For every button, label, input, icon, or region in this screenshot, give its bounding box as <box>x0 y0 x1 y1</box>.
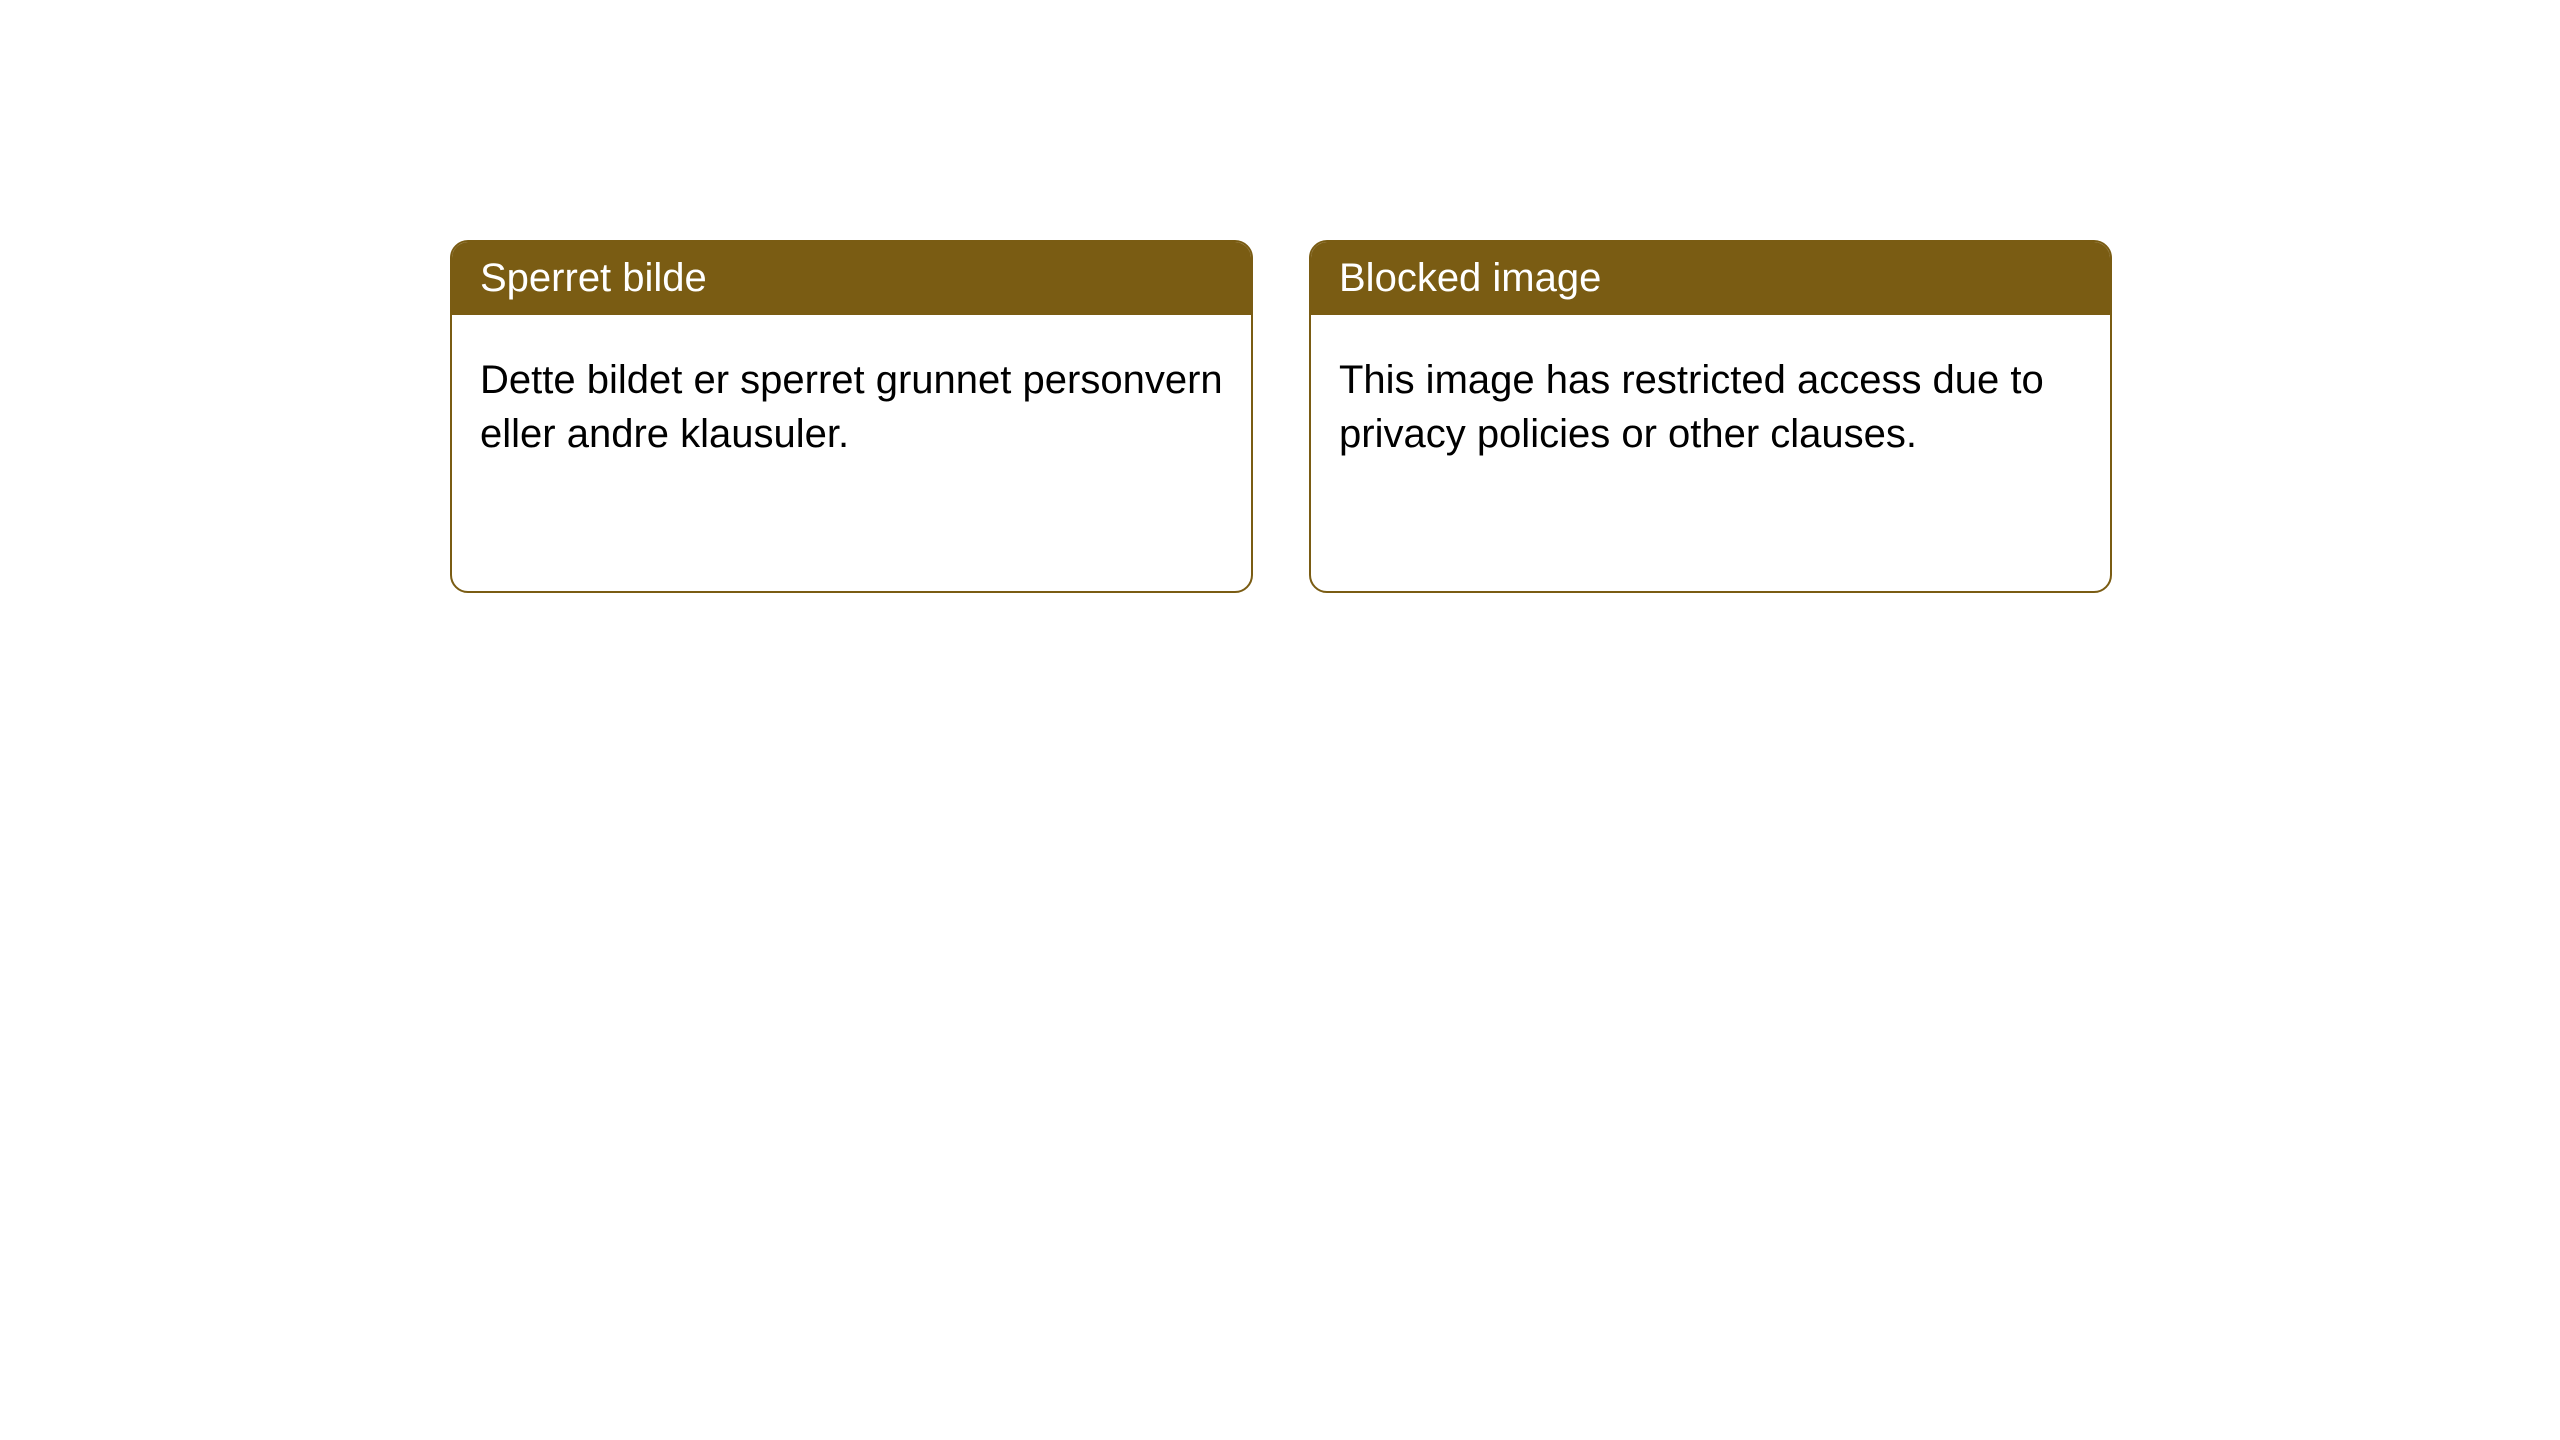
blocked-image-card-no: Sperret bilde Dette bildet er sperret gr… <box>450 240 1253 593</box>
card-body: Dette bildet er sperret grunnet personve… <box>452 315 1251 591</box>
cards-container: Sperret bilde Dette bildet er sperret gr… <box>450 240 2560 593</box>
card-title: Blocked image <box>1339 256 1601 300</box>
card-title: Sperret bilde <box>480 256 707 300</box>
card-body-text: This image has restricted access due to … <box>1339 358 2044 456</box>
card-header: Blocked image <box>1311 242 2110 315</box>
card-body-text: Dette bildet er sperret grunnet personve… <box>480 358 1223 456</box>
blocked-image-card-en: Blocked image This image has restricted … <box>1309 240 2112 593</box>
card-body: This image has restricted access due to … <box>1311 315 2110 591</box>
card-header: Sperret bilde <box>452 242 1251 315</box>
